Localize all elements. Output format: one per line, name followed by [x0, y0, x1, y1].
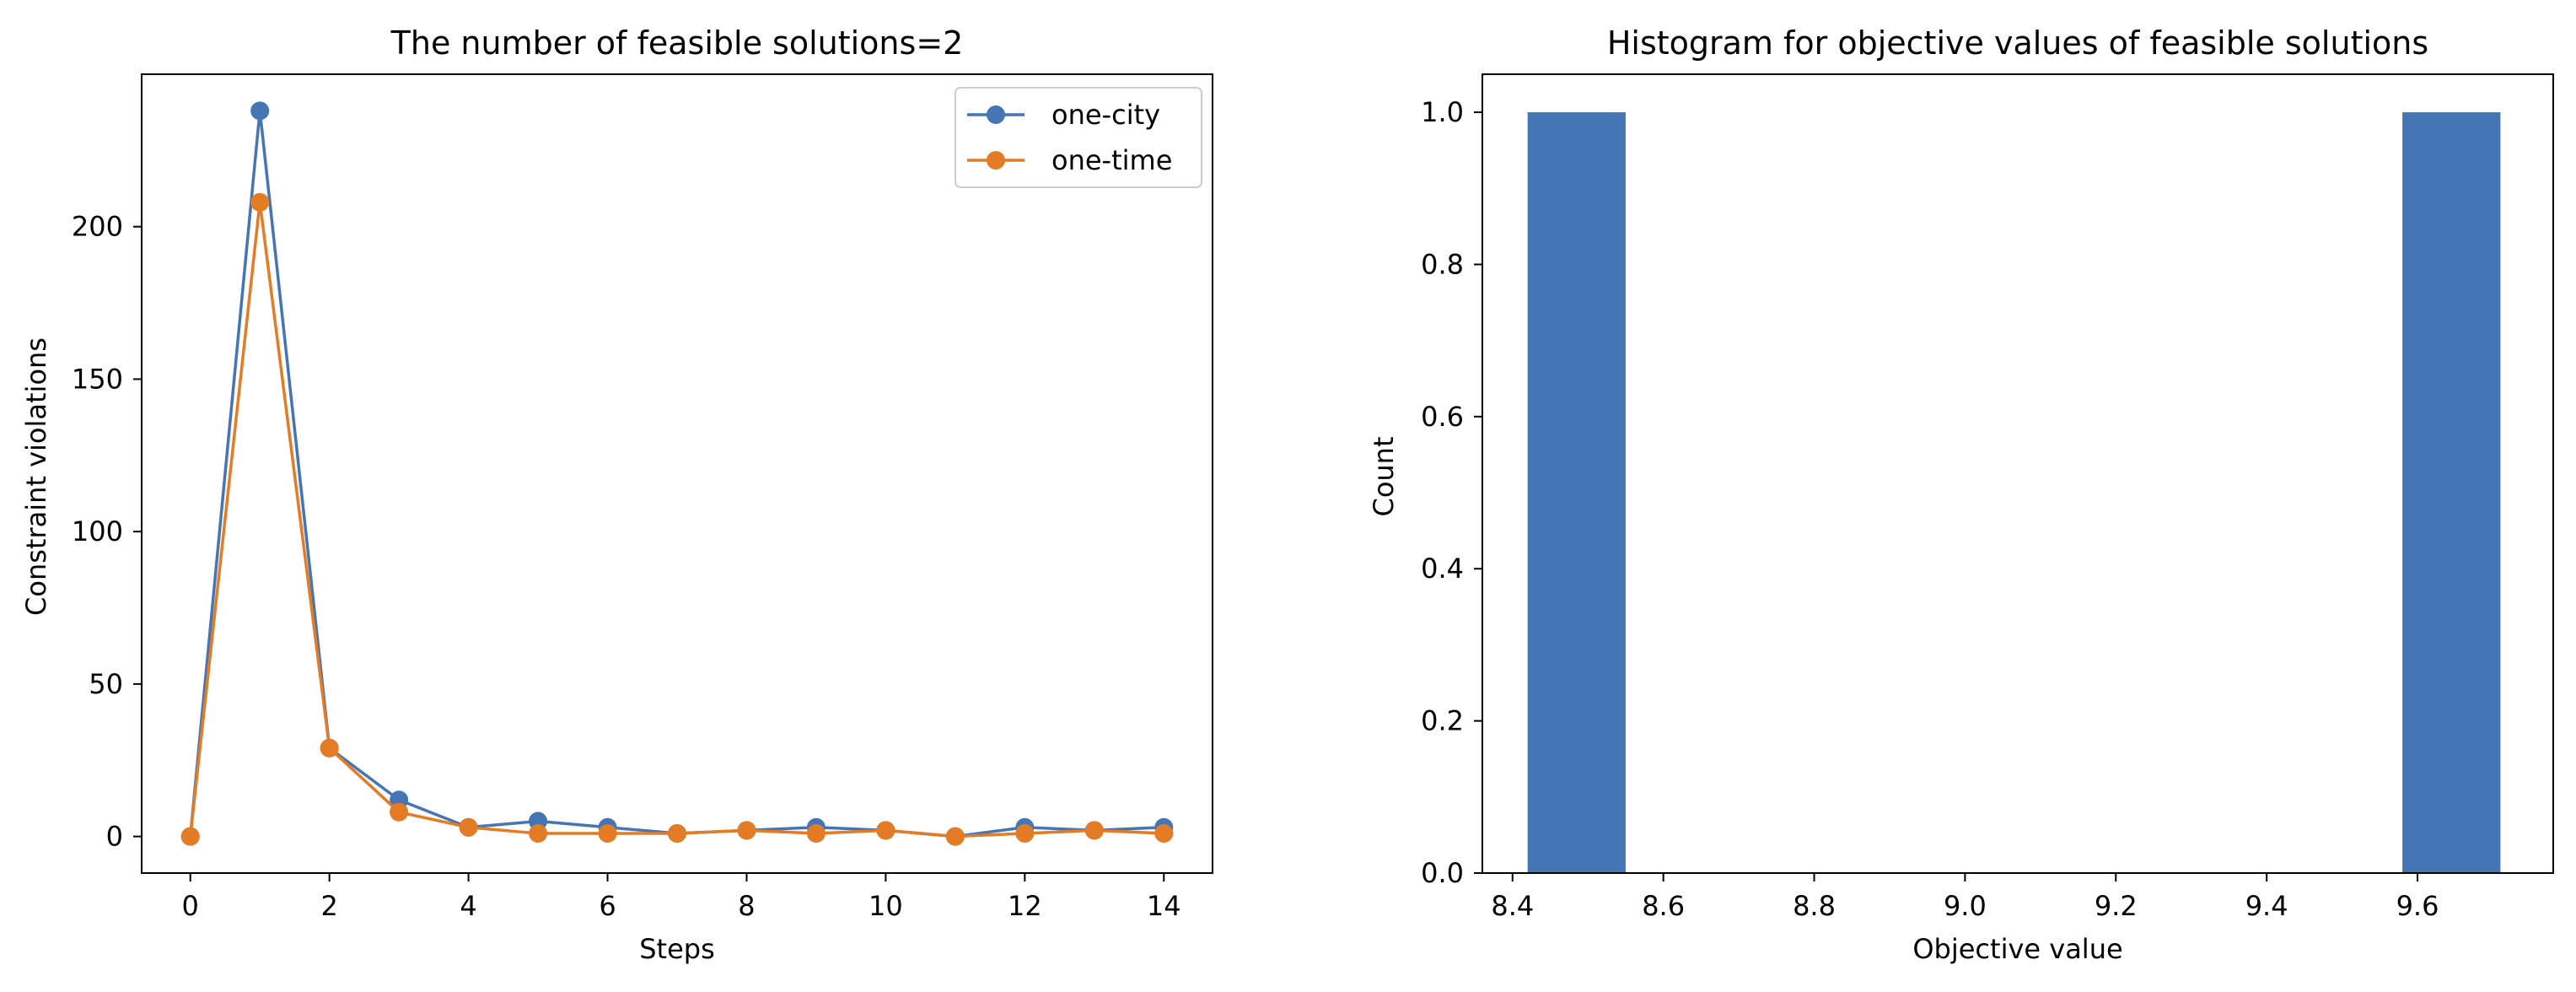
line-chart-y-tick-label: 100 [72, 515, 123, 547]
histogram-y-tick-label: 0.0 [1421, 857, 1464, 889]
line-chart-x-tick-label: 4 [460, 890, 476, 922]
legend-label-one-city: one-city [1051, 99, 1160, 131]
line-chart-x-tick-label: 0 [182, 890, 199, 922]
legend-label-one-time: one-time [1051, 144, 1172, 176]
line-chart-y-tick-label: 0 [106, 821, 123, 853]
histogram-x-tick-label: 9.6 [2396, 890, 2439, 922]
histogram-plot-area: 8.4 8.6 8.8 9.0 9.2 9.4 9.6 0.0 0.2 0.4 0.6 0.8 1.0 [1421, 96, 2501, 922]
data-point-one-time [806, 824, 826, 844]
histogram-y-tick-label: 0.8 [1421, 248, 1464, 280]
data-point-one-time [945, 827, 965, 846]
line-chart-x-tick-label: 8 [738, 890, 755, 922]
line-chart-x-tick-label: 6 [599, 890, 616, 922]
line-chart-panel: The number of feasible solutions=2 Steps… [20, 24, 1213, 965]
histogram-y-tick-label: 0.6 [1421, 401, 1464, 433]
line-chart-x-tick-label: 10 [869, 890, 903, 922]
data-point-one-time [180, 827, 200, 846]
line-chart-x-tick-label: 14 [1147, 890, 1181, 922]
histogram-x-axis-label: Objective value [1912, 933, 2122, 965]
data-point-one-time [1015, 824, 1035, 844]
line-chart-title: The number of feasible solutions=2 [390, 24, 964, 62]
histogram-frame [1482, 73, 2554, 874]
histogram-x-tick-label: 9.0 [1944, 890, 1987, 922]
histogram-x-tick-label: 8.6 [1642, 890, 1685, 922]
line-chart-legend: one-city one-time [955, 87, 1202, 188]
line-chart-y-tick-label: 150 [72, 363, 123, 395]
data-point-one-time [598, 824, 617, 844]
line-chart-y-tick-label: 200 [72, 211, 123, 243]
line-chart-y-axis-label: Constraint violations [20, 337, 52, 616]
histogram-y-tick-label: 0.4 [1421, 553, 1464, 585]
line-chart-y-tick-label: 50 [89, 668, 123, 700]
line-chart-x-tick-label: 12 [1008, 890, 1042, 922]
histogram-x-tick-label: 8.4 [1491, 890, 1534, 922]
data-point-one-city [250, 101, 270, 121]
line-chart-plot-area: 0 2 4 6 8 10 12 14 0 50 100 150 200 [72, 101, 1181, 922]
line-chart-x-axis-label: Steps [639, 933, 715, 965]
data-point-one-time [1154, 824, 1174, 844]
histogram-title: Histogram for objective values of feasib… [1607, 24, 2428, 62]
histogram-x-tick-label: 9.4 [2245, 890, 2288, 922]
data-point-one-time [876, 821, 895, 840]
data-point-one-time [320, 738, 339, 757]
data-point-one-time [390, 802, 409, 822]
legend-marker-one-city [987, 105, 1005, 124]
histogram-x-tick-label: 9.2 [2095, 890, 2138, 922]
data-point-one-time [459, 817, 478, 837]
histogram-bar [1527, 112, 1626, 874]
data-point-one-time [529, 824, 548, 844]
data-point-one-time [737, 821, 756, 840]
legend-box [955, 87, 1202, 188]
histogram-panel: Histogram for objective values of feasib… [1368, 24, 2554, 965]
data-point-one-time [668, 824, 686, 844]
histogram-bar [2402, 112, 2501, 874]
legend-marker-one-time [987, 151, 1005, 170]
data-point-one-time [250, 192, 270, 212]
histogram-y-axis-label: Count [1368, 436, 1400, 516]
data-point-one-time [1084, 821, 1104, 840]
histogram-x-tick-label: 8.8 [1793, 890, 1836, 922]
histogram-y-tick-label: 1.0 [1421, 96, 1464, 128]
line-chart-x-tick-label: 2 [320, 890, 337, 922]
histogram-y-tick-label: 0.2 [1421, 705, 1464, 737]
line-chart-frame [141, 73, 1213, 874]
